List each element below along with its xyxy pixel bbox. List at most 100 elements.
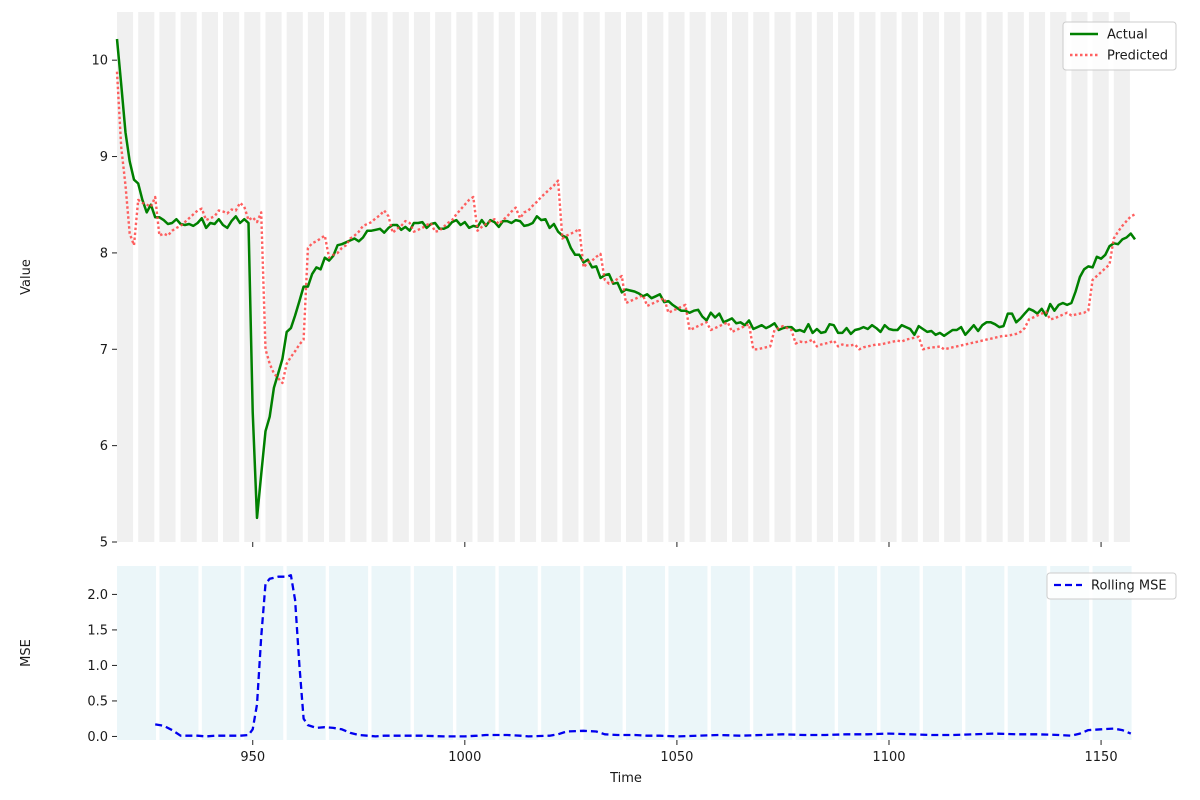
background-band [159,12,176,542]
background-band [965,12,982,542]
background-band [371,12,388,542]
background-band [795,12,812,542]
x-axis-label: Time [609,771,642,786]
background-bands [117,566,1132,740]
y-tick-label: 2.0 [87,588,108,603]
background-band [583,12,600,542]
background-band [859,12,876,542]
legend-box [1046,572,1177,600]
background-band [541,12,558,542]
background-band [392,12,409,542]
y-tick-label: 8 [100,246,108,261]
background-band [265,12,282,542]
y-tick-label: 6 [100,439,108,454]
background-band [922,566,962,740]
background-band [944,12,961,542]
background-band [477,12,494,542]
background-band [647,12,664,542]
x-axis: 950 1000 1050 1100 1150 [240,740,1118,765]
background-band [880,566,920,740]
background-band [413,566,453,740]
background-band [307,12,324,542]
series-line-actual [115,38,1137,520]
background-band [838,12,855,542]
background-band [117,566,157,740]
background-band [668,566,708,740]
background-band [986,12,1003,542]
background-band [435,12,452,542]
background-band [562,12,579,542]
x-tick-label: 1050 [660,750,693,765]
x-tick-label: 1150 [1085,750,1118,765]
y-axis: 5 6 7 8 9 10 [91,54,117,551]
legend: Rolling MSE [1046,572,1177,600]
background-band [838,566,878,740]
background-band [286,12,303,542]
background-band [159,566,199,740]
background-band [350,12,367,542]
x-tick-label: 950 [240,750,265,765]
legend-label: Rolling MSE [1091,579,1167,594]
background-band [498,566,538,740]
y-tick-label: 1.5 [87,623,108,638]
background-band [774,12,791,542]
background-band [371,566,411,740]
y-tick-label: 0.0 [87,730,108,745]
legend-label: Predicted [1107,49,1168,64]
background-band [1092,12,1109,542]
background-band [922,12,940,542]
background-band [286,566,326,740]
background-band [244,566,284,740]
value-chart-panel: 5 6 7 8 9 10 Value Actual Predicted [19,12,1177,551]
background-band [753,12,770,542]
background-band [1007,566,1047,740]
legend-label: Actual [1107,28,1148,43]
background-band [541,566,581,740]
y-tick-label: 10 [91,54,108,69]
background-band [668,12,685,542]
background-band [816,12,833,542]
background-band [413,12,431,542]
legend: Actual Predicted [1062,21,1177,71]
background-band [1028,12,1046,542]
y-axis-label: MSE [19,639,34,667]
background-band [180,12,197,542]
y-tick-label: 7 [100,343,108,358]
background-band [604,12,621,542]
background-band [1113,12,1130,542]
series-line-predicted [115,71,1136,385]
background-band [1007,12,1024,542]
background-band [329,12,346,542]
background-band [626,12,643,542]
background-band [456,12,473,542]
background-band [689,12,706,542]
y-tick-label: 9 [100,150,108,165]
background-band [901,12,918,542]
x-axis [252,542,1102,547]
background-band [710,566,750,740]
x-tick-label: 1100 [872,750,905,765]
y-tick-label: 1.0 [87,659,108,674]
background-band [456,566,496,740]
background-band [753,566,793,740]
background-band [138,12,155,542]
y-axis-label: Value [19,259,34,295]
background-band [1050,12,1067,542]
mse-chart-panel: 0.0 0.5 1.0 1.5 2.0 950 1000 1050 1100 1150 MSE Tim… [19,566,1177,786]
y-tick-label: 0.5 [87,694,108,709]
series-line-rolling-mse [155,574,1132,738]
y-tick-label: 5 [100,536,108,551]
background-band [329,566,369,740]
background-band [223,12,240,542]
background-band [965,566,1005,740]
background-band [626,566,666,740]
y-axis: 0.0 0.5 1.0 1.5 2.0 [87,588,117,745]
background-band [117,12,134,542]
background-band [583,566,623,740]
background-band [244,12,261,542]
background-bands [117,12,1130,542]
background-band [732,12,749,542]
background-band [201,566,241,740]
background-band [498,12,515,542]
